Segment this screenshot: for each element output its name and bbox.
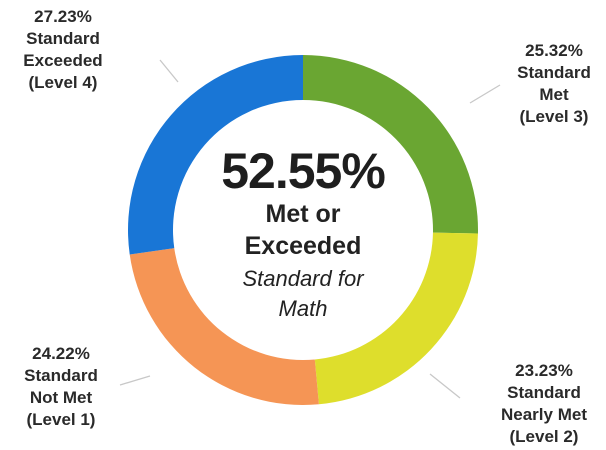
slice-percent: 24.22%	[32, 344, 90, 363]
center-label-line1: Met or	[265, 200, 341, 228]
slice-label-line: (Level 2)	[509, 427, 579, 446]
slice-label-line: Met	[539, 85, 569, 104]
slice-percent: 25.32%	[525, 41, 583, 60]
slice-label-nearly-met: 23.23% Standard Nearly Met (Level 2)	[484, 360, 604, 448]
slice-met	[303, 55, 478, 234]
slice-label-line: Not Met	[29, 388, 93, 407]
slice-label-line: (Level 1)	[26, 410, 96, 429]
slice-percent: 23.23%	[515, 361, 573, 380]
center-percent: 52.55%	[221, 143, 386, 199]
leader-line-not-met	[119, 375, 151, 386]
slice-label-line: Nearly Met	[501, 405, 587, 424]
slice-label-line: Standard	[26, 29, 100, 48]
slice-label-line: (Level 3)	[519, 107, 589, 126]
slice-label-line: Standard	[24, 366, 98, 385]
slice-exceeded	[128, 55, 303, 255]
leader-lines	[119, 59, 501, 399]
slice-label-line: (Level 4)	[28, 73, 98, 92]
center-subtitle-line1: Standard for	[242, 266, 364, 291]
center-subtitle-line2: Math	[278, 296, 328, 321]
leader-line-nearly-met	[429, 373, 461, 399]
leader-line-met	[469, 84, 501, 104]
slice-label-line: Standard	[517, 63, 591, 82]
slice-label-line: Exceeded	[23, 51, 103, 70]
slice-percent: 27.23%	[34, 7, 92, 26]
slice-nearly-met	[314, 232, 478, 405]
slice-label-met: 25.32% Standard Met (Level 3)	[502, 40, 606, 128]
slice-label-exceeded: 27.23% Standard Exceeded (Level 4)	[8, 6, 118, 94]
leader-line-exceeded	[159, 59, 179, 83]
slice-not-met	[129, 248, 319, 405]
slice-label-not-met: 24.22% Standard Not Met (Level 1)	[6, 343, 116, 431]
slice-label-line: Standard	[507, 383, 581, 402]
center-label-line2: Exceeded	[244, 232, 362, 260]
